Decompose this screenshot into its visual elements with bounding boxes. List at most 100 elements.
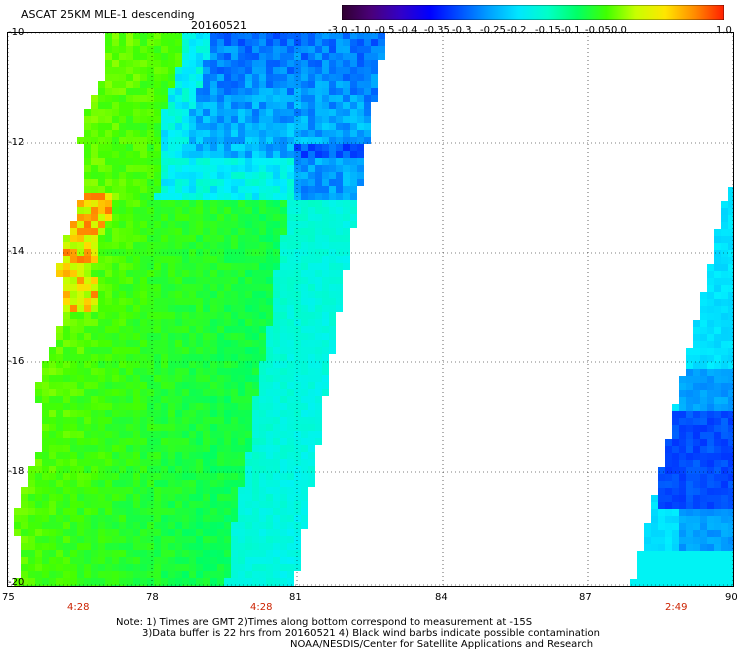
swath-cell — [126, 459, 133, 466]
swath-cell — [294, 529, 301, 536]
swath-cell — [196, 382, 203, 389]
swath-cell — [287, 396, 294, 403]
swath-cell — [238, 137, 245, 144]
swath-cell — [273, 452, 280, 459]
swath-cell — [203, 438, 210, 445]
swath-cell — [105, 46, 112, 53]
swath-cell — [70, 326, 77, 333]
swath-cell — [308, 452, 315, 459]
swath-cell — [686, 509, 693, 516]
swath-cell — [294, 46, 301, 53]
swath-cell — [273, 326, 280, 333]
swath-cell — [287, 326, 294, 333]
swath-cell — [231, 291, 238, 298]
swath-cell — [329, 214, 336, 221]
swath-cell — [728, 229, 734, 236]
swath-cell — [84, 172, 91, 179]
swath-cell — [266, 193, 273, 200]
swath-cell — [294, 312, 301, 319]
swath-cell — [84, 340, 91, 347]
swath-cell — [70, 277, 77, 284]
swath-cell — [175, 319, 182, 326]
swath-cell — [728, 208, 734, 215]
swath-cell — [336, 95, 343, 102]
swath-cell — [49, 410, 56, 417]
swath-cell — [665, 453, 672, 460]
swath-cell — [364, 60, 371, 67]
swath-cell — [126, 270, 133, 277]
swath-cell — [336, 67, 343, 74]
swath-cell — [161, 312, 168, 319]
swath-cell — [35, 543, 42, 550]
swath-cell — [224, 389, 231, 396]
swath-cell — [280, 431, 287, 438]
swath-cell — [679, 467, 686, 474]
swath-cell — [266, 165, 273, 172]
swath-cell — [280, 193, 287, 200]
swath-cell — [133, 403, 140, 410]
swath-cell — [77, 200, 84, 207]
swath-cell — [266, 235, 273, 242]
swath-cell — [301, 74, 308, 81]
swath-cell — [154, 550, 161, 557]
swath-cell — [133, 480, 140, 487]
swath-cell — [301, 109, 308, 116]
swath-cell — [105, 221, 112, 228]
swath-cell — [84, 319, 91, 326]
swath-cell — [322, 74, 329, 81]
swath-cell — [707, 418, 714, 425]
swath-cell — [98, 137, 105, 144]
swath-cell — [119, 270, 126, 277]
swath-cell — [161, 571, 168, 578]
swath-cell — [84, 235, 91, 242]
swath-cell — [56, 515, 63, 522]
swath-cell — [693, 579, 700, 586]
swath-cell — [49, 375, 56, 382]
swath-cell — [154, 95, 161, 102]
swath-cell — [105, 207, 112, 214]
swath-cell — [721, 271, 728, 278]
swath-cell — [168, 130, 175, 137]
swath-cell — [644, 579, 651, 586]
swath-cell — [98, 438, 105, 445]
colorbar-label: -1.0 — [351, 25, 371, 36]
swath-cell — [203, 298, 210, 305]
swath-cell — [301, 445, 308, 452]
swath-cell — [308, 53, 315, 60]
swath-cell — [98, 536, 105, 543]
swath-cell — [266, 368, 273, 375]
swath-cell — [287, 151, 294, 158]
swath-cell — [112, 459, 119, 466]
swath-cell — [168, 305, 175, 312]
swath-cell — [112, 207, 119, 214]
swath-cell — [217, 375, 224, 382]
colorbar-label: -0.3 — [452, 25, 472, 36]
swath-cell — [322, 277, 329, 284]
swath-cell — [245, 473, 252, 480]
swath-cell — [161, 151, 168, 158]
swath-cell — [294, 487, 301, 494]
swath-cell — [644, 544, 651, 551]
swath-cell — [259, 403, 266, 410]
swath-cell — [35, 452, 42, 459]
swath-cell — [238, 186, 245, 193]
swath-cell — [693, 523, 700, 530]
swath-cell — [133, 431, 140, 438]
swath-cell — [154, 137, 161, 144]
swath-cell — [700, 558, 707, 565]
swath-cell — [154, 361, 161, 368]
swath-cell — [91, 389, 98, 396]
swath-cell — [105, 193, 112, 200]
swath-cell — [154, 389, 161, 396]
swath-cell — [630, 579, 637, 586]
swath-cell — [231, 305, 238, 312]
swath-cell — [315, 193, 322, 200]
swath-cell — [273, 46, 280, 53]
swath-cell — [161, 32, 168, 39]
swath-cell — [140, 452, 147, 459]
swath-cell — [21, 529, 28, 536]
swath-cell — [203, 431, 210, 438]
swath-cell — [161, 578, 168, 585]
swath-cell — [287, 74, 294, 81]
swath-cell — [217, 284, 224, 291]
